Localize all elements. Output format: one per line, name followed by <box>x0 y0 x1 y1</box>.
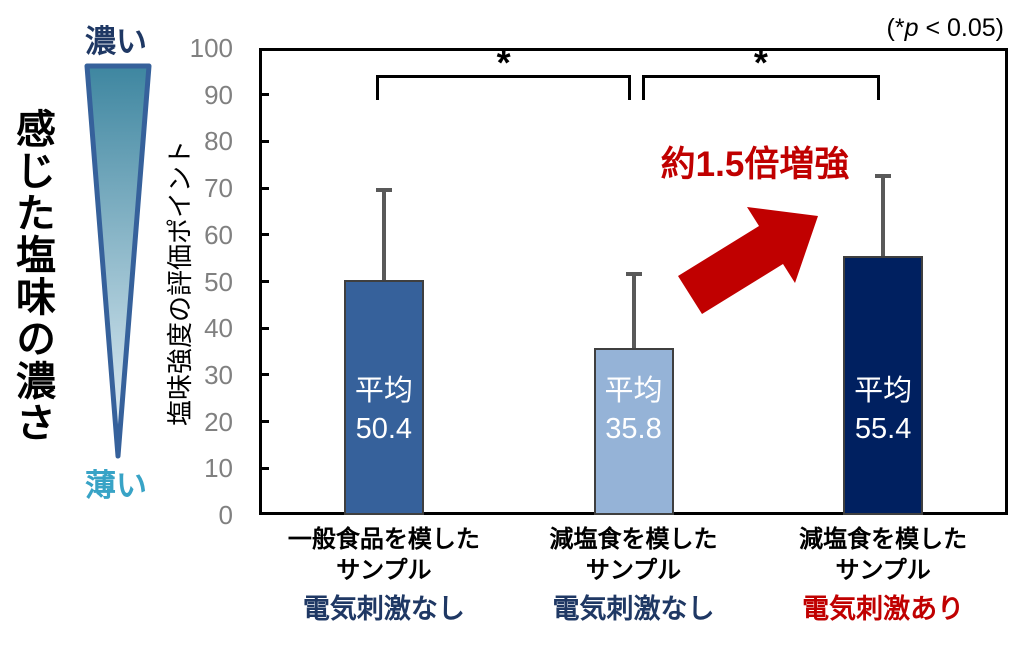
boost-annotation: 約1.5倍増強 <box>660 145 850 184</box>
significance-star: * <box>753 42 768 83</box>
category-line: 一般食品を模した <box>287 526 480 553</box>
bar-value-label: 平均 50.4 <box>324 372 444 448</box>
bar-label-prefix: 平均 <box>854 375 913 407</box>
y-tick-label: 60 <box>204 219 233 250</box>
category-condition: 電気刺激なし <box>552 594 715 624</box>
category-label: 一般食品を模した サンプル電気刺激なし <box>264 524 504 626</box>
bar-label-value: 35.8 <box>605 413 662 445</box>
category-label: 減塩食を模した サンプル電気刺激なし <box>514 524 754 626</box>
y-tick-mark <box>259 139 269 143</box>
category-line: 減塩食を模した <box>799 526 968 553</box>
y-tick-label: 90 <box>204 79 233 110</box>
y-tick-label: 50 <box>204 266 233 297</box>
left-axis-headline: 感じた塩味の濃さ <box>10 108 54 444</box>
y-tick-mark <box>259 420 269 424</box>
significance-star: * <box>496 42 511 83</box>
error-bar <box>631 273 636 348</box>
scale-label-strong: 濃い <box>85 24 147 59</box>
y-tick-label: 0 <box>218 500 233 530</box>
y-tick-label: 30 <box>204 359 233 390</box>
y-tick-label: 40 <box>204 313 233 344</box>
category-line: サンプル <box>336 557 432 584</box>
bar-label-value: 55.4 <box>854 413 912 445</box>
y-tick-label: 100 <box>189 33 233 63</box>
y-tick-label: 80 <box>204 126 233 157</box>
bar-value-label: 平均 55.4 <box>823 372 943 448</box>
y-tick-label: 70 <box>204 173 233 204</box>
y-tick-mark <box>259 93 269 97</box>
category-line: サンプル <box>835 557 931 584</box>
y-tick-mark <box>259 466 269 470</box>
error-bar <box>381 190 386 280</box>
category-condition: 電気刺激あり <box>802 594 965 624</box>
significance-bracket: * <box>641 42 881 100</box>
significance-bracket: * <box>375 42 632 100</box>
y-tick-label: 20 <box>204 406 233 437</box>
bar-value-label: 平均 35.8 <box>574 372 694 448</box>
error-bar <box>881 176 886 257</box>
p-note-var: p <box>904 14 919 42</box>
y-tick-mark <box>259 280 269 283</box>
scale-label-weak: 薄い <box>85 468 147 503</box>
category-label: 減塩食を模した サンプル電気刺激あり <box>763 524 1003 626</box>
category-line: 減塩食を模した <box>549 526 718 553</box>
category-line: サンプル <box>585 557 682 584</box>
saltiness-gradient-triangle-icon <box>84 63 152 459</box>
error-bar-cap <box>875 174 892 179</box>
y-tick-mark <box>259 186 269 190</box>
bar-label-prefix: 平均 <box>354 375 413 407</box>
error-bar-cap <box>375 188 392 193</box>
p-note-open: (* <box>886 14 905 42</box>
bar-label-prefix: 平均 <box>604 375 663 407</box>
bar <box>593 347 674 515</box>
bar-label-value: 50.4 <box>355 413 413 445</box>
y-tick-mark <box>259 326 269 330</box>
y-tick-mark <box>259 373 269 377</box>
bar <box>343 279 424 515</box>
y-tick-mark <box>259 233 269 237</box>
y-tick-label: 10 <box>204 453 233 484</box>
error-bar-cap <box>625 271 642 276</box>
bar <box>843 256 924 515</box>
p-note-rest: < 0.05) <box>918 14 1004 42</box>
category-condition: 電気刺激なし <box>302 594 465 624</box>
p-value-note: (*p < 0.05) <box>887 14 1004 43</box>
